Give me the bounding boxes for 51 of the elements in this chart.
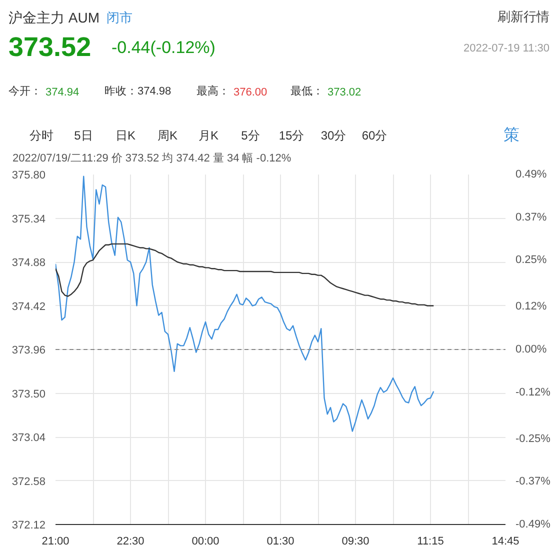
text: 月K [198, 128, 219, 142]
y-tick-label: 375.80 [12, 170, 46, 182]
x-tick-label: 14:45 [492, 536, 520, 548]
x-tick-label: 01:30 [266, 536, 294, 548]
y2-tick-label: 0.00% [516, 344, 547, 356]
text: 周K [158, 128, 178, 142]
x-tick-label: 21:00 [42, 536, 70, 548]
text: 策 [504, 126, 520, 144]
x-tick-label: 22:30 [116, 536, 144, 548]
text: 30分 [320, 128, 346, 142]
text: 最高： [196, 84, 230, 98]
text: 分时 [30, 128, 54, 142]
text: 60分 [362, 128, 388, 142]
text: 昨收：374.98 [104, 86, 172, 98]
y-tick-label: 372.12 [12, 520, 46, 532]
text: 今开： [8, 86, 42, 98]
text: -0.44(-0.12%) [112, 38, 216, 57]
x-tick-label: 11:15 [417, 536, 444, 548]
y2-tick-label: 0.49% [516, 168, 547, 180]
y-tick-label: 373.96 [12, 344, 46, 356]
x-tick-label: 00:00 [192, 536, 220, 548]
text: 5分 [241, 128, 260, 142]
text: 15分 [278, 128, 304, 142]
y2-tick-label: -0.37% [516, 476, 551, 488]
y2-tick-label: 0.12% [516, 300, 547, 313]
x-tick-label: 09:30 [342, 536, 370, 548]
chart-title: 沪金主力 AUM [8, 10, 100, 26]
y-tick-label: 375.34 [12, 213, 46, 226]
y-tick-label: 373.04 [12, 432, 46, 444]
text: 2022-07-19 11:30 [463, 42, 550, 54]
text: 2022/07/19/二11:29 价 373.52 均 374.42 量 34 幅 -0.12% [12, 152, 292, 164]
text: 376.00 [234, 86, 268, 98]
y2-tick-label: -0.49% [516, 518, 551, 530]
text: 373.52 [8, 32, 92, 62]
y2-tick-label: 0.25% [516, 254, 547, 266]
y2-tick-label: 0.37% [516, 211, 547, 224]
text: 最低： [290, 86, 324, 98]
text: 刷新行情 [498, 9, 550, 24]
line-series [56, 243, 434, 306]
y-tick-label: 372.58 [12, 476, 46, 488]
y-tick-label: 374.42 [12, 300, 46, 313]
y2-tick-label: -0.12% [516, 386, 551, 398]
text: 日K [116, 128, 136, 142]
y-tick-label: 374.88 [12, 257, 46, 269]
text: 5日 [74, 128, 93, 142]
text: 373.02 [328, 86, 362, 98]
y2-tick-label: -0.25% [516, 432, 551, 445]
text: 374.94 [46, 86, 80, 98]
y-tick-label: 373.50 [12, 388, 46, 400]
line-series [56, 176, 434, 432]
text: 闭市 [106, 10, 132, 25]
